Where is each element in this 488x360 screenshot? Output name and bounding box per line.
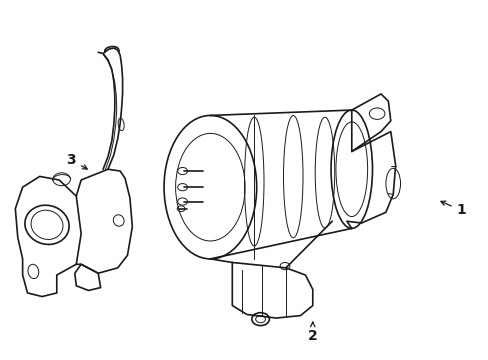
Text: 3: 3	[66, 153, 87, 169]
Text: 1: 1	[440, 201, 466, 217]
Text: 2: 2	[307, 322, 317, 343]
